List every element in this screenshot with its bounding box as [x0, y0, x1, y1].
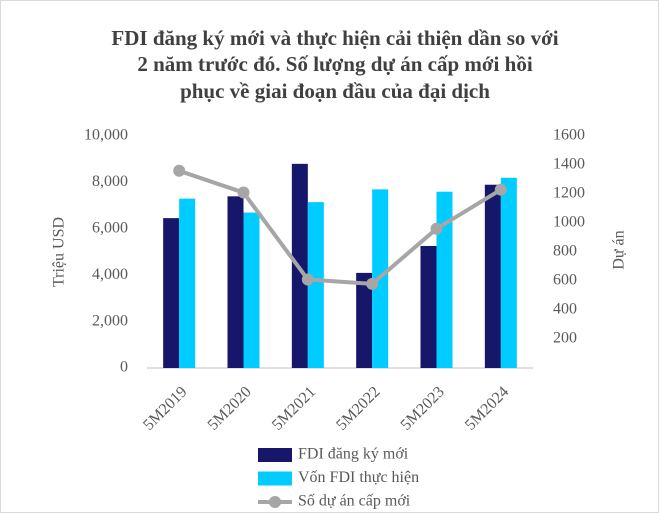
y2-tick-label: 1200 — [553, 185, 585, 202]
bar — [484, 184, 501, 368]
line — [178, 168, 502, 286]
bar — [227, 196, 244, 368]
line-marker — [301, 273, 314, 286]
y-tick-label: 8,000 — [92, 173, 128, 190]
legend-label: Vốn FDI thực hiện — [298, 469, 419, 486]
line-marker — [173, 164, 186, 177]
y-tick-label: 2,000 — [92, 312, 128, 329]
y2-tick-label: 400 — [553, 301, 577, 318]
y-tick-label: 10,000 — [84, 127, 128, 144]
y2-tick-label: 200 — [553, 330, 577, 347]
line-marker — [366, 277, 379, 290]
bar — [243, 212, 260, 368]
bar — [436, 191, 453, 368]
y2-tick-label: 800 — [553, 243, 577, 260]
y2-tick-label: 600 — [553, 272, 577, 289]
y2-tick-label: 1000 — [553, 214, 585, 231]
bar — [420, 245, 437, 368]
bar — [356, 272, 373, 368]
y-tick-label: 6,000 — [92, 219, 128, 236]
chart-title: 2 năm trước đó. Số lượng dự án cấp mới h… — [137, 52, 532, 76]
chart-title: FDI đăng ký mới và thực hiện cải thiện d… — [111, 26, 558, 50]
line-marker — [494, 183, 507, 196]
legend-label: FDI đăng ký mới — [298, 446, 409, 463]
legend-swatch — [258, 471, 292, 486]
legend-swatch — [258, 448, 292, 462]
line-marker — [430, 222, 443, 235]
bar — [179, 198, 196, 368]
bar — [163, 218, 180, 368]
y2-axis-title: Dự án — [611, 230, 628, 269]
y-axis-title: Triệu USD — [51, 217, 68, 287]
bar — [500, 177, 517, 368]
bar — [307, 202, 324, 368]
y2-tick-label: 1600 — [553, 127, 585, 144]
y-tick-label: 0 — [120, 359, 128, 376]
y-tick-label: 4,000 — [92, 266, 128, 283]
chart-title: phục về giai đoạn đầu của đại dịch — [180, 79, 490, 103]
legend-swatch — [269, 496, 281, 508]
legend-label: Số dự án cấp mới — [298, 493, 411, 510]
y2-tick-label: 1400 — [553, 156, 585, 173]
line-marker — [237, 186, 250, 199]
